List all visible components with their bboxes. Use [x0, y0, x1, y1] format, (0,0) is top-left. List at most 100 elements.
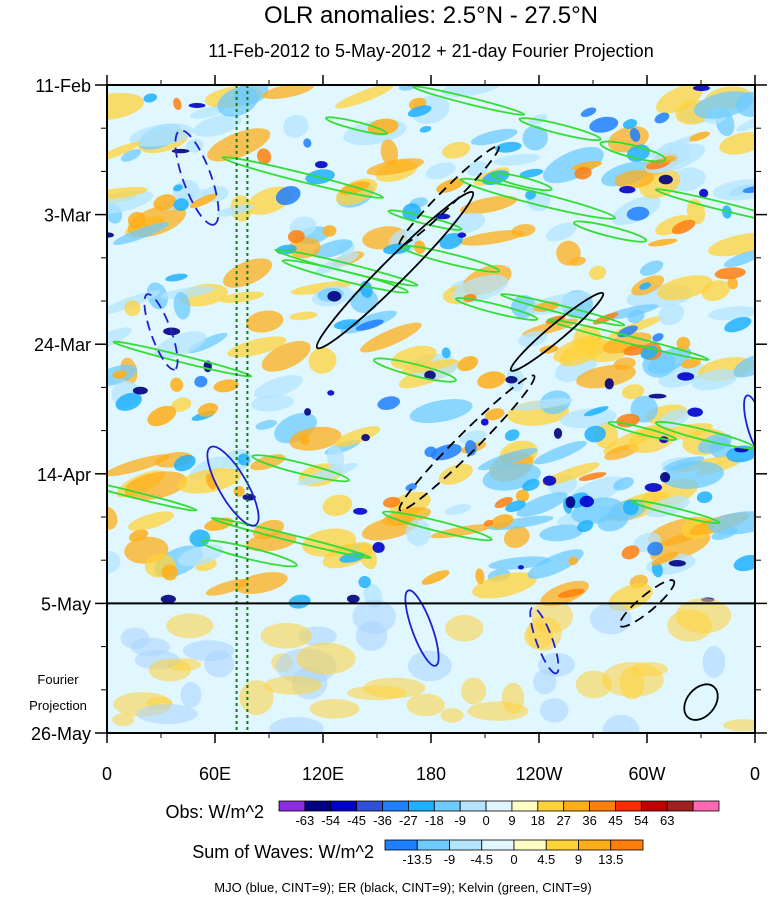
x-tick-label: 0 — [750, 764, 760, 784]
waves-colorbar-level-label: 0 — [510, 852, 517, 867]
projection-patch — [166, 613, 214, 639]
y-tick-label: 26-May — [31, 724, 91, 744]
projection-patch — [260, 622, 312, 649]
anomaly-patch — [436, 178, 465, 193]
anomaly-patch — [322, 225, 337, 237]
anomaly-patch — [613, 477, 634, 491]
projection-patch — [355, 621, 388, 651]
projection-patch — [346, 685, 407, 701]
anomaly-patch — [696, 491, 713, 504]
anomaly-patch — [204, 517, 234, 531]
anomaly-patch — [441, 347, 451, 359]
kelvin-contour — [221, 156, 385, 199]
anomaly-patch — [654, 112, 670, 124]
kelvin-contour — [599, 140, 667, 163]
anomaly-patch — [257, 148, 272, 165]
anomaly-patch — [193, 114, 242, 137]
anomaly-patch — [254, 375, 303, 399]
anomaly-patch — [484, 408, 505, 421]
kelvin-contour — [455, 297, 539, 321]
obs-colorbar-swatch — [563, 800, 590, 812]
x-tick-label: 0 — [102, 764, 112, 784]
anomaly-patch — [503, 526, 530, 549]
waves-colorbar-level-label: -13.5 — [402, 852, 432, 867]
anomaly-patch — [358, 576, 371, 589]
anomaly-patch — [173, 184, 183, 192]
anomaly-core — [668, 560, 686, 567]
anomaly-patch — [290, 281, 352, 295]
obs-colorbar-level-label: 54 — [634, 813, 648, 828]
anomaly-patch — [367, 118, 399, 136]
anomaly-patch — [658, 303, 685, 326]
mjo-contour — [143, 293, 179, 371]
anomaly-core — [434, 213, 451, 220]
anomaly-patch — [313, 252, 360, 275]
kelvin-contour — [572, 220, 648, 243]
waves-colorbar: -13.5 -9 -4.5 0 4.5 9 13.5 — [384, 839, 644, 867]
anomaly-patch — [656, 85, 703, 114]
obs-colorbar-swatch — [408, 800, 435, 812]
projection-patch — [204, 650, 235, 678]
projection-patch — [406, 693, 446, 717]
anomaly-patch — [382, 507, 431, 527]
y-tick-label: 11-Feb — [35, 76, 91, 96]
anomaly-patch — [459, 195, 518, 215]
x-tick-label: 60E — [199, 764, 231, 784]
anomaly-patch — [626, 206, 650, 221]
anomaly-patch — [107, 454, 171, 477]
projection-patch — [723, 719, 755, 732]
anomaly-patch — [312, 239, 353, 259]
anomaly-core — [346, 594, 360, 603]
anomaly-core — [579, 495, 594, 508]
anomaly-patch — [723, 250, 755, 268]
anomaly-patch — [439, 232, 463, 250]
anomaly-patch — [405, 483, 418, 491]
anomaly-patch — [527, 549, 584, 579]
anomaly-patch — [287, 230, 305, 244]
anomaly-patch — [680, 358, 701, 369]
obs-colorbar-level-label: -36 — [373, 813, 392, 828]
kelvin-contour — [518, 117, 602, 142]
obs-colorbar-level-label: -18 — [425, 813, 444, 828]
anomaly-patch — [407, 105, 432, 117]
anomaly-patch — [177, 544, 224, 567]
axes: 11-Feb 3-Mar 24-Mar 14-Apr 5-May 26-May 0 60E 12… — [31, 75, 767, 784]
obs-colorbar-level-label: 9 — [508, 813, 515, 828]
obs-colorbar-swatch — [537, 800, 565, 812]
anomaly-patch — [652, 333, 664, 342]
anomaly-core — [677, 372, 695, 381]
anomaly-patch — [466, 161, 488, 177]
anomaly-core — [648, 393, 667, 399]
anomaly-patch — [197, 402, 219, 417]
x-tick-label: 120E — [302, 764, 344, 784]
obs-colorbar-label: Obs: W/m^2 — [166, 802, 264, 822]
obs-colorbar-swatch — [511, 800, 539, 812]
anomaly-patch — [522, 125, 548, 151]
obs-colorbar-swatch — [304, 800, 332, 812]
anomaly-patch — [569, 256, 587, 266]
anomaly-patch — [459, 230, 525, 246]
kelvin-contour — [491, 172, 553, 192]
anomaly-patch — [629, 127, 641, 142]
anomaly-patch — [107, 141, 141, 162]
anomaly-patch — [708, 511, 755, 535]
anomaly-core — [171, 148, 190, 154]
anomaly-patch — [382, 496, 401, 508]
anomaly-patch — [245, 532, 297, 552]
anomaly-core — [699, 188, 709, 198]
obs-colorbar-level-label: 45 — [608, 813, 622, 828]
anomaly-patch — [288, 594, 311, 609]
anomaly-patch — [519, 168, 544, 178]
kelvin-contour — [630, 499, 721, 525]
anomaly-patch — [543, 147, 604, 184]
anomaly-patch — [483, 519, 494, 527]
anomaly-patch — [153, 194, 176, 211]
anomaly-patch — [430, 524, 494, 539]
obs-colorbar-swatch — [459, 800, 487, 812]
anomaly-patch — [401, 359, 457, 374]
waves-colorbar-level-label: 4.5 — [537, 852, 555, 867]
anomaly-patch — [557, 588, 585, 598]
mjo-contour — [743, 394, 755, 455]
anomaly-patch — [173, 198, 189, 211]
anomaly-patch — [490, 514, 514, 529]
